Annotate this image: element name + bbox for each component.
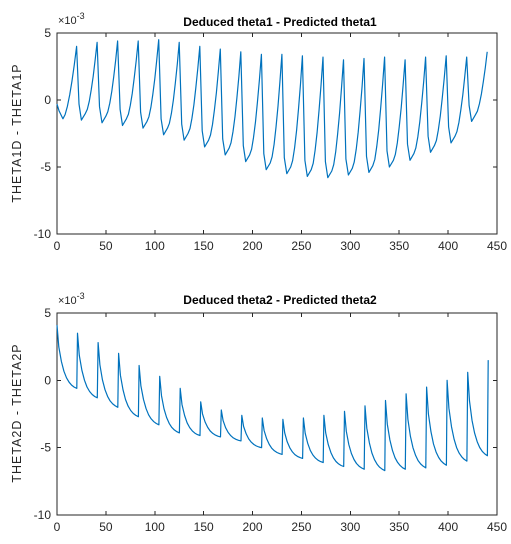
x-tick-label: 300 [340,520,360,534]
x-tick-label: 100 [145,239,165,253]
exponent-power: -3 [77,11,85,21]
x-tick-label: 250 [291,520,311,534]
x-tick-label: 250 [291,239,311,253]
y-tick-label: -5 [40,441,51,455]
x-tick-label: 50 [99,239,113,253]
chart-title: Deduced theta1 - Predicted theta1 [183,15,377,29]
y-tick-label: 0 [44,93,51,107]
x-tick-label: 200 [243,239,263,253]
y-exponent-label: ×10-3 [58,291,85,307]
chart-title: Deduced theta2 - Predicted theta2 [183,293,377,307]
x-tick-label: 0 [54,520,61,534]
axes-box [56,312,498,516]
x-tick-label: 400 [438,239,458,253]
exponent-base: ×10 [58,15,77,27]
x-tick-label: 150 [194,520,214,534]
y-tick-label: -10 [34,227,52,241]
y-tick-label: -10 [34,508,52,522]
exponent-power: -3 [77,291,85,301]
x-tick-label: 450 [487,520,507,534]
x-tick-label: 350 [389,520,409,534]
axes [56,32,498,235]
series-line [56,39,488,179]
x-tick-label: 300 [340,239,360,253]
x-tick-label: 400 [438,520,458,534]
y-exponent-label: ×10-3 [58,11,85,27]
x-tick-label: 50 [99,520,113,534]
y-tick-label: 0 [44,373,51,387]
x-tick-label: 100 [145,520,165,534]
x-tick-label: 450 [487,239,507,253]
subplot-theta2: Deduced theta2 - Predicted theta2 ×10-3 … [10,291,507,534]
x-tick-label: 200 [243,520,263,534]
y-tick-label: 5 [44,26,51,40]
axes [56,312,498,516]
x-tick-label: 150 [194,239,214,253]
y-tick-label: 5 [44,306,51,320]
x-tick-label: 0 [54,239,61,253]
exponent-base: ×10 [58,295,77,307]
series-line [56,325,489,472]
subplot-theta1: Deduced theta1 - Predicted theta1 ×10-3 … [10,11,507,253]
x-tick-label: 350 [389,239,409,253]
y-tick-label: -5 [40,160,51,174]
y-axis-label: THETA2D - THETA2P [10,343,24,482]
axes-box [56,32,498,235]
y-axis-label: THETA1D - THETA1P [10,63,24,202]
